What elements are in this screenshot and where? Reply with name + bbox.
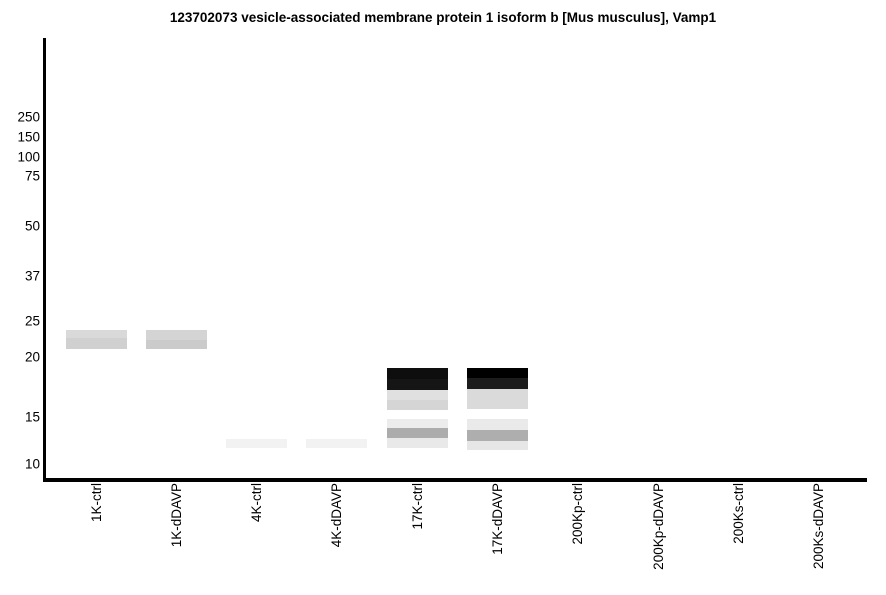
lane-label-1K-ctrl: 1K-ctrl (88, 483, 104, 523)
lane-label-200Kp-dDAVP: 200Kp-dDAVP (650, 483, 666, 570)
y-tick-label-75kda: 75 (24, 168, 40, 184)
y-tick-label-50kda: 50 (24, 218, 40, 234)
band-segment-17K-dDAVP (467, 430, 528, 441)
lane-label-200Kp-ctrl: 200Kp-ctrl (570, 483, 586, 545)
chart-title: 123702073 vesicle-associated membrane pr… (169, 10, 717, 25)
y-tick-label-10kda: 10 (24, 456, 40, 472)
y-tick-label-20kda: 20 (24, 349, 40, 365)
y-tick-label-100kda: 100 (17, 149, 40, 165)
band-segment-17K-dDAVP (467, 378, 528, 389)
band-segment-17K-dDAVP (467, 389, 528, 409)
band-segment-4K-dDAVP (306, 439, 368, 448)
y-tick-label-15kda: 15 (24, 409, 40, 425)
lane-label-17K-dDAVP: 17K-dDAVP (490, 483, 505, 555)
y-axis-line (43, 38, 46, 482)
band-segment-17K-dDAVP (467, 441, 528, 450)
lane-label-17K-ctrl: 17K-ctrl (409, 483, 425, 530)
band-segment-17K-ctrl (386, 428, 448, 438)
band-segment-17K-ctrl (386, 438, 448, 448)
band-segment-17K-ctrl (386, 419, 448, 428)
y-tick-label-150kda: 150 (17, 129, 40, 145)
band-segment-1K-dDAVP (145, 330, 207, 340)
y-tick-label-250kda: 250 (17, 109, 40, 125)
band-segment-1K-dDAVP (145, 340, 207, 349)
x-axis-line (43, 478, 867, 482)
band-segment-1K-ctrl (65, 330, 127, 338)
lane-label-4K-ctrl: 4K-ctrl (249, 483, 265, 523)
band-segment-17K-ctrl (386, 400, 448, 410)
band-segment-4K-ctrl (226, 439, 288, 448)
lane-label-4K-dDAVP: 4K-dDAVP (329, 483, 345, 548)
band-segment-1K-ctrl (65, 338, 127, 349)
lane-label-1K-dDAVP: 1K-dDAVP (168, 483, 184, 548)
y-tick-label-37kda: 37 (24, 268, 40, 284)
y-tick-label-25kda: 25 (24, 313, 40, 329)
band-segment-17K-ctrl (386, 368, 448, 379)
band-segment-17K-dDAVP (467, 368, 528, 378)
lane-label-200Ks-dDAVP: 200Ks-dDAVP (811, 483, 827, 570)
band-segment-17K-ctrl (386, 379, 448, 390)
lane-label-200Ks-ctrl: 200Ks-ctrl (730, 483, 746, 544)
band-segment-17K-dDAVP (467, 419, 528, 430)
band-segment-17K-ctrl (386, 390, 448, 400)
